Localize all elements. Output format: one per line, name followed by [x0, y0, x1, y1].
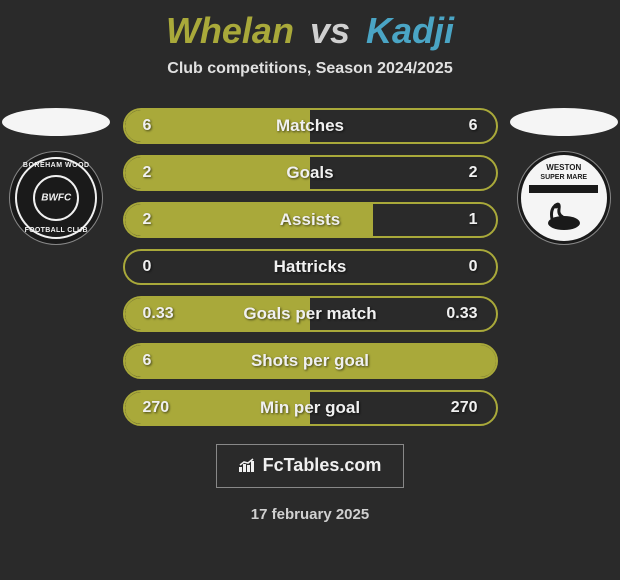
club-badge-left: BOREHAM WOOD BWFC FOOTBALL CLUB: [9, 151, 103, 245]
stat-row: 2 Goals 2: [123, 155, 498, 191]
stat-value-left: 6: [143, 117, 183, 135]
title-right-player: Kadji: [366, 10, 454, 51]
stat-content: 270 Min per goal 270: [125, 399, 496, 417]
badge-right-line1: WESTON: [521, 163, 607, 172]
subtitle: Club competitions, Season 2024/2025: [0, 60, 620, 78]
badge-right-banner: [529, 185, 598, 193]
stat-value-right: 0: [438, 258, 478, 276]
stat-label: Hattricks: [274, 257, 347, 277]
stat-content: 0 Hattricks 0: [125, 258, 496, 276]
stat-row: 0.33 Goals per match 0.33: [123, 296, 498, 332]
stat-value-left: 2: [143, 211, 183, 229]
stat-label: Min per goal: [260, 398, 360, 418]
stat-row: 2 Assists 1: [123, 202, 498, 238]
stat-label: Goals: [286, 163, 333, 183]
stat-row: 6 Matches 6: [123, 108, 498, 144]
stat-value-left: 2: [143, 164, 183, 182]
stat-value-left: 270: [143, 399, 183, 417]
left-badge-column: BOREHAM WOOD BWFC FOOTBALL CLUB: [0, 108, 113, 245]
badge-right-inner: WESTON SUPER MARE: [521, 155, 607, 241]
stat-row: 270 Min per goal 270: [123, 390, 498, 426]
chart-icon: [239, 456, 257, 477]
badge-left-center: BWFC: [41, 193, 71, 204]
player-silhouette-left: [2, 108, 110, 136]
stat-label: Matches: [276, 116, 344, 136]
club-badge-right: WESTON SUPER MARE: [517, 151, 611, 245]
stat-content: 0.33 Goals per match 0.33: [125, 305, 496, 323]
stat-label: Assists: [280, 210, 340, 230]
stat-row: 0 Hattricks 0: [123, 249, 498, 285]
stat-value-right: 2: [438, 164, 478, 182]
right-badge-column: WESTON SUPER MARE: [508, 108, 620, 245]
date: 17 february 2025: [0, 506, 620, 523]
stat-value-right: 270: [438, 399, 478, 417]
stat-content: 2 Goals 2: [125, 164, 496, 182]
stat-value-right: 1: [438, 211, 478, 229]
badge-left-bottom-arc: FOOTBALL CLUB: [10, 227, 102, 234]
badge-left-top-arc: BOREHAM WOOD: [10, 162, 102, 169]
title-left-player: Whelan: [166, 10, 294, 51]
stat-value-left: 0.33: [143, 305, 183, 323]
fctables-label: FcTables.com: [263, 455, 382, 475]
stat-value-right: 0.33: [438, 305, 478, 323]
footer: FcTables.com 17 february 2025: [0, 444, 620, 523]
fctables-brand: FcTables.com: [216, 444, 405, 488]
stat-content: 6 Matches 6: [125, 117, 496, 135]
stat-row: 6 Shots per goal: [123, 343, 498, 379]
stat-value-left: 0: [143, 258, 183, 276]
stat-value-left: 6: [143, 352, 183, 370]
player-silhouette-right: [510, 108, 618, 136]
title-vs: vs: [310, 10, 350, 51]
stat-content: 6 Shots per goal: [125, 352, 496, 370]
stat-value-right: 6: [438, 117, 478, 135]
main-content: BOREHAM WOOD BWFC FOOTBALL CLUB 6 Matches…: [0, 108, 620, 426]
stat-label: Goals per match: [243, 304, 376, 324]
stat-label: Shots per goal: [251, 351, 369, 371]
badge-left-text-wrap: BOREHAM WOOD BWFC FOOTBALL CLUB: [10, 152, 102, 244]
stats-list: 6 Matches 6 2 Goals 2 2 Assists 1 0 Hattricks 0 0.33…: [123, 108, 498, 426]
page-title: Whelan vs Kadji: [0, 10, 620, 52]
badge-right-line2: SUPER MARE: [521, 174, 607, 181]
swan-icon: [544, 199, 584, 231]
stat-content: 2 Assists 1: [125, 211, 496, 229]
header: Whelan vs Kadji Club competitions, Seaso…: [0, 0, 620, 78]
